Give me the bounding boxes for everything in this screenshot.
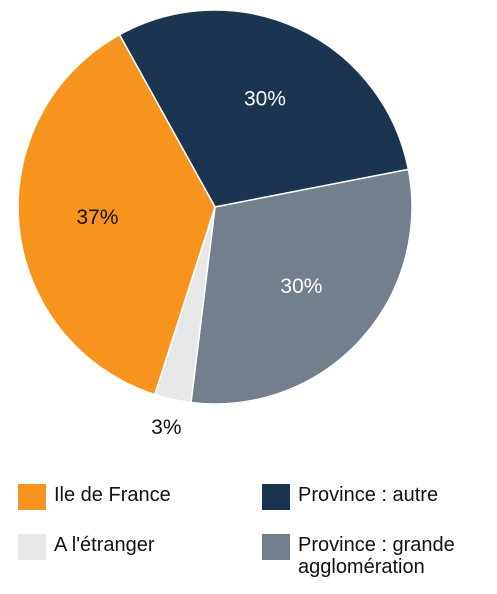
legend-swatch xyxy=(18,484,46,510)
legend-label: Ile de France xyxy=(54,484,171,506)
legend-swatch xyxy=(262,484,290,510)
data-label: 30% xyxy=(244,87,286,110)
pie-slice xyxy=(17,33,216,396)
pie-slice xyxy=(118,9,410,208)
legend-item: Province : autre xyxy=(262,484,492,510)
legend-item: Province : grande agglomération xyxy=(262,534,492,578)
data-label: 3% xyxy=(151,416,181,439)
chart: 30% 30% 3% 37% xyxy=(17,9,413,439)
pie-slice xyxy=(190,168,413,405)
legend-swatch xyxy=(262,534,290,560)
legend-label: A l'étranger xyxy=(54,534,155,556)
legend-label: Province : autre xyxy=(298,484,439,506)
legend-label: Province : grande agglomération xyxy=(298,534,455,578)
data-label: 37% xyxy=(76,206,118,229)
legend-item: A l'étranger xyxy=(18,534,238,560)
legend-swatch xyxy=(18,534,46,560)
data-label: 30% xyxy=(280,275,322,298)
legend-item: Ile de France xyxy=(18,484,238,510)
